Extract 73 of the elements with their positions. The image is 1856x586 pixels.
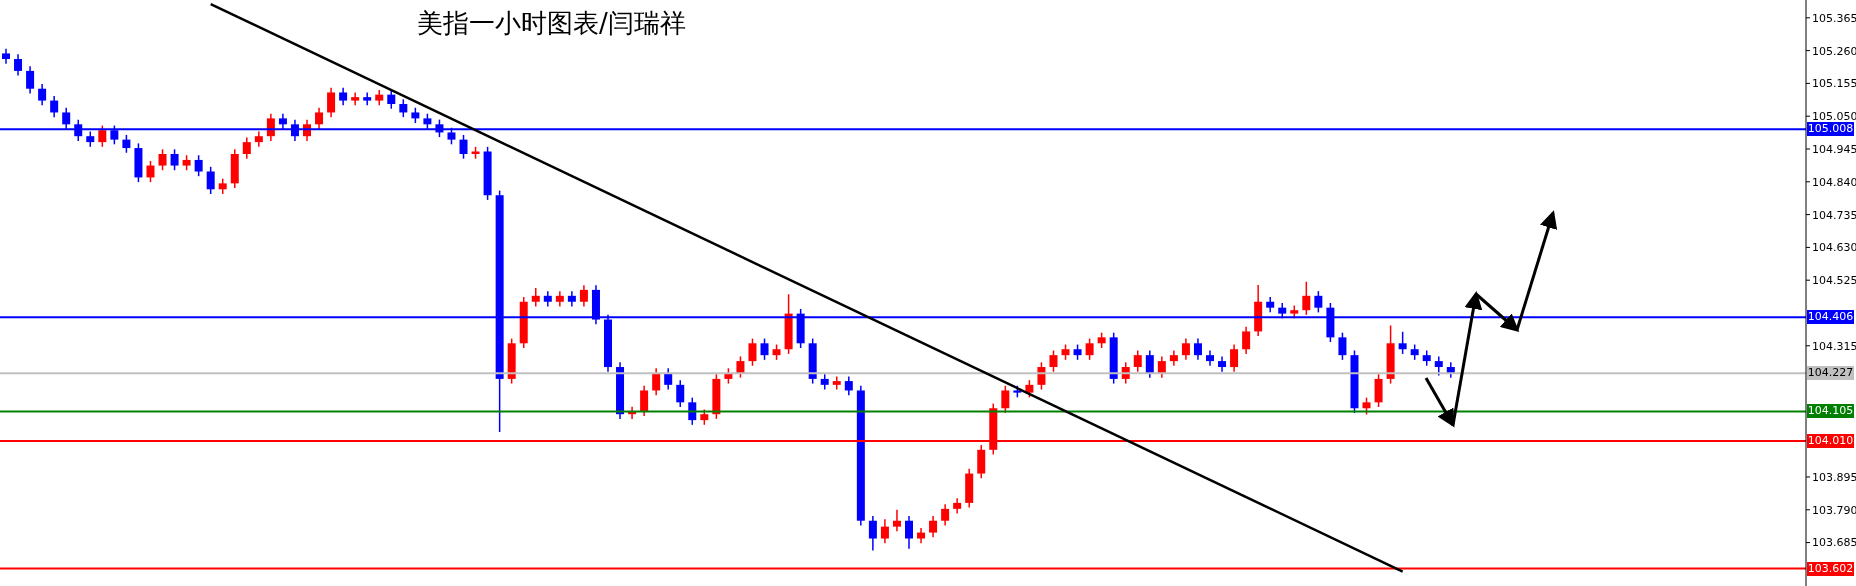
candlestick [206, 166, 215, 195]
y-tick-label: 105.050 [1812, 110, 1856, 124]
candlestick [170, 148, 179, 171]
candlestick [929, 515, 938, 539]
candlestick [892, 509, 901, 533]
candlestick [748, 337, 757, 367]
ref-line-label: 104.227 [1807, 366, 1854, 381]
candlestick [1049, 349, 1058, 373]
candlestick [1434, 355, 1443, 377]
ref-line-label: 104.010 [1807, 434, 1854, 449]
candlestick [315, 107, 324, 130]
candlestick [1398, 330, 1407, 355]
candlestick [38, 83, 47, 107]
candlestick [579, 284, 588, 308]
candlestick [146, 160, 155, 183]
candlestick [1242, 325, 1251, 355]
y-tick-label: 105.155 [1812, 77, 1856, 91]
candlestick [880, 518, 889, 544]
candlestick [1181, 337, 1190, 361]
candlestick [266, 112, 275, 142]
candlestick [664, 367, 673, 391]
candlestick [1085, 337, 1094, 361]
candlestick [50, 95, 59, 118]
candlestick [905, 515, 913, 550]
candlestick [652, 367, 661, 396]
chart-title: 美指一小时图表/闫瑞祥 [417, 7, 686, 40]
candlestick [760, 337, 769, 361]
candlestick [351, 91, 360, 107]
candlestick [363, 91, 372, 107]
candlestick [1193, 337, 1202, 361]
ref-line-label: 104.406 [1807, 310, 1854, 325]
candlestick [1230, 343, 1239, 373]
candlestick [1037, 361, 1046, 391]
candlestick [688, 396, 697, 426]
ref-line-label: 103.602 [1807, 561, 1854, 576]
candlestick [832, 375, 841, 391]
candlestick [242, 136, 251, 160]
candlestick [531, 287, 540, 308]
candlestick [1001, 385, 1010, 414]
candlestick [1157, 355, 1166, 379]
y-tick-label: 103.895 [1812, 470, 1856, 484]
candlestick [1145, 349, 1154, 379]
ref-line-label: 104.105 [1807, 404, 1854, 419]
y-tick-label: 104.630 [1812, 241, 1856, 255]
candlestick [1302, 281, 1311, 316]
y-tick-label: 103.790 [1812, 503, 1856, 517]
candlestick [868, 515, 877, 552]
candlestick [98, 124, 107, 148]
candlestick [1374, 373, 1383, 408]
y-tick-label: 105.365 [1812, 11, 1856, 25]
candlestick [676, 379, 685, 408]
candlestick [736, 355, 745, 379]
candlestick [1338, 331, 1347, 361]
candlestick [158, 148, 167, 171]
candlestick [1314, 290, 1323, 314]
candlestick [1133, 349, 1142, 373]
candlestick [14, 53, 23, 77]
candlestick [640, 385, 649, 417]
candlestick [844, 375, 853, 396]
candlestick [194, 154, 203, 177]
candlestick [941, 503, 950, 527]
y-tick-label: 103.685 [1812, 536, 1856, 550]
candlestick [459, 134, 468, 160]
y-tick-label: 104.315 [1812, 339, 1856, 353]
y-tick-label: 104.945 [1812, 142, 1856, 156]
candlestick [327, 87, 336, 118]
y-tick-label: 104.840 [1812, 175, 1856, 189]
ref-line-label: 105.008 [1807, 122, 1854, 137]
candlestick [977, 444, 986, 479]
candlestick [26, 65, 35, 95]
y-tick-label: 105.260 [1812, 44, 1856, 58]
y-tick-label: 104.525 [1812, 274, 1856, 288]
y-tick-label: 104.735 [1812, 208, 1856, 222]
